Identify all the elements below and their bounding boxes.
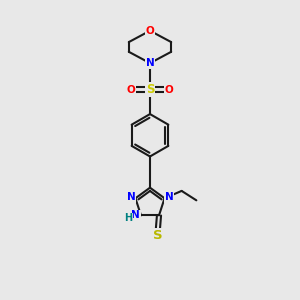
- Text: H: H: [124, 213, 132, 223]
- Text: O: O: [127, 85, 135, 94]
- Text: N: N: [127, 192, 135, 202]
- Text: N: N: [146, 58, 154, 68]
- Text: N: N: [165, 192, 173, 202]
- Text: O: O: [146, 26, 154, 36]
- Text: O: O: [165, 85, 173, 94]
- Text: S: S: [146, 83, 154, 96]
- Text: N: N: [131, 210, 140, 220]
- Text: S: S: [153, 230, 162, 242]
